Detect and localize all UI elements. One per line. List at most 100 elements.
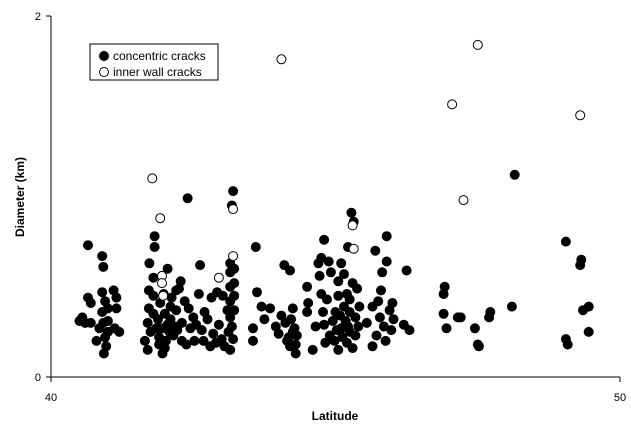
- concentric-crack-point-194: [439, 309, 448, 318]
- x-tick-label-right: 50: [614, 392, 626, 404]
- concentric-crack-point-83: [214, 320, 223, 329]
- concentric-crack-point-105: [251, 243, 260, 252]
- concentric-crack-point-117: [286, 266, 295, 275]
- concentric-crack-point-172: [355, 302, 364, 311]
- concentric-crack-point-107: [257, 302, 266, 311]
- concentric-crack-point-33: [149, 273, 158, 282]
- concentric-crack-point-148: [334, 291, 343, 300]
- inner-wall-crack-point-1: [156, 214, 165, 223]
- concentric-crack-point-72: [194, 290, 203, 299]
- concentric-crack-point-10: [98, 288, 107, 297]
- concentric-crack-point-100: [230, 291, 239, 300]
- legend-marker-concentric: [100, 52, 109, 61]
- concentric-crack-point-163: [345, 295, 354, 304]
- concentric-crack-point-181: [378, 268, 387, 277]
- concentric-crack-point-11: [98, 252, 107, 261]
- inner-wall-crack-point-3: [158, 279, 167, 288]
- concentric-crack-point-36: [150, 243, 159, 252]
- concentric-crack-point-95: [227, 322, 236, 331]
- concentric-crack-point-77: [203, 315, 212, 324]
- inner-wall-crack-point-6: [229, 205, 238, 214]
- concentric-crack-point-168: [351, 331, 360, 340]
- concentric-crack-point-61: [176, 277, 185, 286]
- concentric-crack-point-149: [334, 345, 343, 354]
- concentric-crack-point-127: [303, 308, 312, 317]
- concentric-crack-point-140: [324, 257, 333, 266]
- concentric-crack-point-165: [348, 344, 357, 353]
- legend-label-inner-wall: inner wall cracks: [113, 65, 202, 79]
- concentric-crack-point-196: [442, 324, 451, 333]
- concentric-crack-point-213: [584, 302, 593, 311]
- concentric-crack-point-139: [323, 295, 332, 304]
- concentric-crack-point-80: [209, 329, 218, 338]
- concentric-crack-point-184: [382, 257, 391, 266]
- y-tick-label-bottom: 0: [35, 372, 41, 384]
- concentric-crack-point-5: [86, 318, 95, 327]
- concentric-crack-point-89: [226, 345, 235, 354]
- concentric-crack-point-4: [84, 241, 93, 250]
- concentric-crack-point-99: [230, 306, 239, 315]
- concentric-crack-point-24: [112, 304, 121, 313]
- concentric-crack-point-97: [229, 187, 238, 196]
- concentric-crack-point-154: [340, 270, 349, 279]
- concentric-crack-point-204: [510, 170, 519, 179]
- concentric-crack-point-129: [308, 345, 317, 354]
- concentric-crack-point-208: [563, 340, 572, 349]
- concentric-crack-point-201: [474, 342, 483, 351]
- inner-wall-crack-point-7: [229, 252, 238, 261]
- x-tick-label-left: 40: [45, 392, 57, 404]
- concentric-crack-point-205: [507, 302, 516, 311]
- concentric-crack-point-183: [381, 336, 390, 345]
- concentric-crack-point-34: [149, 291, 158, 300]
- concentric-crack-point-73: [196, 261, 205, 270]
- concentric-crack-point-203: [486, 308, 495, 317]
- concentric-crack-point-125: [292, 331, 301, 340]
- concentric-crack-point-27: [143, 345, 152, 354]
- concentric-crack-point-25: [115, 327, 124, 336]
- concentric-crack-point-70: [190, 336, 199, 345]
- concentric-crack-point-15: [102, 342, 111, 351]
- y-tick-label-top: 2: [35, 11, 41, 23]
- concentric-crack-point-171: [354, 322, 363, 331]
- concentric-crack-point-212: [584, 327, 593, 336]
- concentric-crack-point-6: [86, 299, 95, 308]
- concentric-crack-point-173: [362, 318, 371, 327]
- concentric-crack-point-169: [351, 313, 360, 322]
- inner-wall-crack-point-11: [448, 100, 457, 109]
- concentric-crack-point-106: [253, 288, 262, 297]
- concentric-crack-point-198: [456, 313, 465, 322]
- concentric-crack-point-123: [291, 340, 300, 349]
- concentric-crack-point-188: [388, 299, 397, 308]
- inner-wall-crack-point-0: [148, 174, 157, 183]
- concentric-crack-point-180: [377, 286, 386, 295]
- concentric-crack-point-178: [374, 297, 383, 306]
- inner-wall-crack-point-14: [576, 111, 585, 120]
- inner-wall-crack-point-12: [459, 196, 468, 205]
- inner-wall-crack-point-8: [277, 55, 286, 64]
- concentric-crack-point-170: [353, 284, 362, 293]
- concentric-crack-point-136: [320, 320, 329, 329]
- x-axis-title: Latitude: [312, 409, 359, 423]
- concentric-crack-point-58: [172, 306, 181, 315]
- concentric-crack-point-108: [260, 315, 269, 324]
- concentric-crack-point-195: [440, 282, 449, 291]
- concentric-crack-point-67: [184, 304, 193, 313]
- inner-wall-crack-point-4: [159, 291, 168, 300]
- concentric-crack-point-62: [177, 318, 186, 327]
- concentric-crack-point-16: [103, 304, 112, 313]
- concentric-crack-point-137: [320, 235, 329, 244]
- concentric-crack-point-23: [112, 293, 121, 302]
- concentric-crack-point-199: [470, 324, 479, 333]
- inner-wall-crack-point-5: [214, 273, 223, 282]
- concentric-crack-point-111: [274, 329, 283, 338]
- concentric-crack-point-28: [143, 318, 152, 327]
- y-axis-title: Diameter (km): [13, 157, 27, 237]
- concentric-crack-point-185: [382, 232, 391, 241]
- concentric-crack-point-66: [183, 194, 192, 203]
- concentric-crack-point-119: [287, 315, 296, 324]
- concentric-crack-point-176: [371, 246, 380, 255]
- concentric-crack-point-132: [315, 271, 324, 280]
- concentric-crack-point-26: [140, 336, 149, 345]
- concentric-crack-point-31: [145, 259, 154, 268]
